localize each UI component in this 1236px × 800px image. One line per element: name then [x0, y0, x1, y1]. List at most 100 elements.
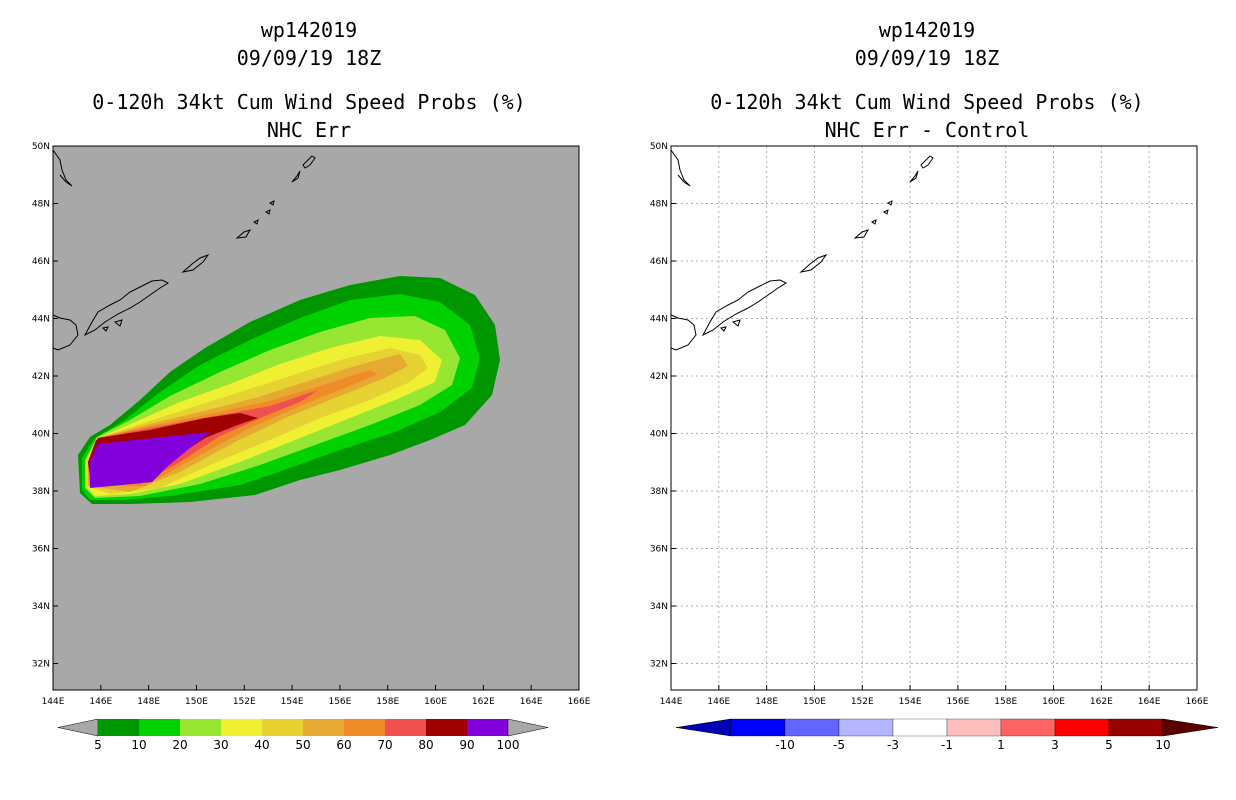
colorbar-label: 40	[254, 738, 269, 752]
colorbar-low-arrow	[675, 718, 732, 737]
lat-label: 38N	[32, 487, 50, 497]
colorbar-swatch	[303, 719, 344, 736]
right-map: 50N 48N 46N 44N 42N 40N 38N 36N 34N 32N 144E 146E 14…	[650, 142, 1219, 752]
lat-label: 46N	[32, 257, 50, 267]
lat-label: 50N	[32, 142, 50, 152]
lon-label: 164E	[520, 697, 543, 707]
lat-label: 32N	[650, 660, 668, 670]
coastlines	[670, 149, 934, 351]
lon-label: 146E	[707, 697, 730, 707]
colorbar-swatch	[784, 718, 840, 737]
left-title-date: 09/09/19 18Z	[236, 46, 382, 70]
colorbar-label: -3	[887, 738, 899, 752]
right-title-date: 09/09/19 18Z	[854, 46, 1000, 70]
lat-label: 34N	[32, 602, 50, 612]
colorbar-swatch	[838, 718, 894, 737]
left-axes: 50N 48N 46N 44N 42N 40N 38N 36N 34N 32N 144E 146E 14…	[32, 142, 591, 707]
colorbar-label: 3	[1051, 738, 1059, 752]
lon-label: 154E	[281, 697, 304, 707]
colorbar-swatch	[180, 719, 221, 736]
colorbar-label: 90	[459, 738, 474, 752]
colorbar-swatch	[139, 719, 180, 736]
lon-label: 166E	[1186, 697, 1209, 707]
colorbar-label: 1	[997, 738, 1005, 752]
lon-label: 152E	[233, 697, 256, 707]
right-colorbar: -10 -5 -3 -1 1 3 5 10	[675, 718, 1219, 752]
lat-label: 48N	[650, 200, 668, 210]
contour-100	[90, 432, 210, 488]
right-panel: wp142019 09/09/19 18Z 0-120h 34kt Cum Wi…	[618, 0, 1236, 800]
colorbar-label: 60	[336, 738, 351, 752]
left-colorbar: 5 10 20 30 40 50 60 70 80 90 100	[57, 718, 549, 752]
colorbar-label: 10	[131, 738, 146, 752]
colorbar-swatch	[344, 719, 385, 736]
lon-label: 156E	[328, 697, 351, 707]
lon-label: 150E	[803, 697, 826, 707]
colorbar-label: 80	[418, 738, 433, 752]
lat-label: 42N	[650, 372, 668, 382]
right-title-product: 0-120h 34kt Cum Wind Speed Probs (%)	[710, 90, 1144, 114]
colorbar-label: 30	[213, 738, 228, 752]
lon-label: 146E	[89, 697, 112, 707]
lon-label: 150E	[185, 697, 208, 707]
colorbar-label: -10	[775, 738, 795, 752]
colorbar-swatch	[98, 719, 139, 736]
colorbar-label: -5	[833, 738, 845, 752]
lat-label: 36N	[32, 545, 50, 555]
lat-label: 36N	[650, 545, 668, 555]
right-gridlines	[671, 146, 1197, 690]
colorbar-swatch	[1000, 718, 1056, 737]
coastlines	[52, 149, 316, 351]
colorbar-label: 100	[497, 738, 520, 752]
colorbar-label: 70	[377, 738, 392, 752]
right-title-subtitle: NHC Err - Control	[824, 118, 1030, 142]
right-axes: 50N 48N 46N 44N 42N 40N 38N 36N 34N 32N 144E 146E 14…	[650, 142, 1209, 707]
lon-label: 144E	[42, 697, 65, 707]
colorbar-swatch	[892, 718, 948, 737]
lat-label: 32N	[32, 660, 50, 670]
lon-label: 164E	[1138, 697, 1161, 707]
right-plot-frame	[670, 145, 1198, 691]
left-map: 50N 48N 46N 44N 42N 40N 38N 36N 34N 32N 144E 146E 14…	[32, 142, 591, 752]
lat-label: 40N	[650, 430, 668, 440]
lon-label: 158E	[376, 697, 399, 707]
lat-label: 34N	[650, 602, 668, 612]
lon-label: 148E	[137, 697, 160, 707]
colorbar-swatch	[426, 719, 467, 736]
lat-label: 42N	[32, 372, 50, 382]
colorbar-high-arrow	[1162, 718, 1219, 737]
colorbar-label: 5	[1105, 738, 1113, 752]
lon-label: 166E	[568, 697, 591, 707]
lat-label: 44N	[650, 315, 668, 325]
lon-label: 160E	[424, 697, 447, 707]
lat-label: 46N	[650, 257, 668, 267]
lat-label: 38N	[650, 487, 668, 497]
lon-label: 162E	[1090, 697, 1113, 707]
colorbar-label: -1	[941, 738, 953, 752]
colorbar-low-arrow	[57, 718, 99, 737]
probability-contours	[78, 276, 500, 504]
lon-label: 154E	[899, 697, 922, 707]
right-plot-background	[671, 146, 1197, 690]
left-title-product: 0-120h 34kt Cum Wind Speed Probs (%)	[92, 90, 526, 114]
colorbar-label: 10	[1155, 738, 1170, 752]
colorbar-label: 5	[94, 738, 102, 752]
lon-label: 148E	[755, 697, 778, 707]
colorbar-label: 20	[172, 738, 187, 752]
lon-label: 160E	[1042, 697, 1065, 707]
colorbar-label: 50	[295, 738, 310, 752]
colorbar-swatch	[221, 719, 262, 736]
lat-label: 44N	[32, 315, 50, 325]
colorbar-swatch	[385, 719, 426, 736]
lat-label: 50N	[650, 142, 668, 152]
lon-label: 162E	[472, 697, 495, 707]
lon-label: 152E	[851, 697, 874, 707]
colorbar-high-arrow	[507, 718, 549, 737]
right-title-storm-id: wp142019	[878, 18, 976, 42]
colorbar-swatch	[1054, 718, 1110, 737]
left-title-subtitle: NHC Err	[266, 118, 352, 142]
lon-label: 158E	[994, 697, 1017, 707]
lon-label: 144E	[660, 697, 683, 707]
colorbar-swatch	[262, 719, 303, 736]
lon-label: 156E	[946, 697, 969, 707]
